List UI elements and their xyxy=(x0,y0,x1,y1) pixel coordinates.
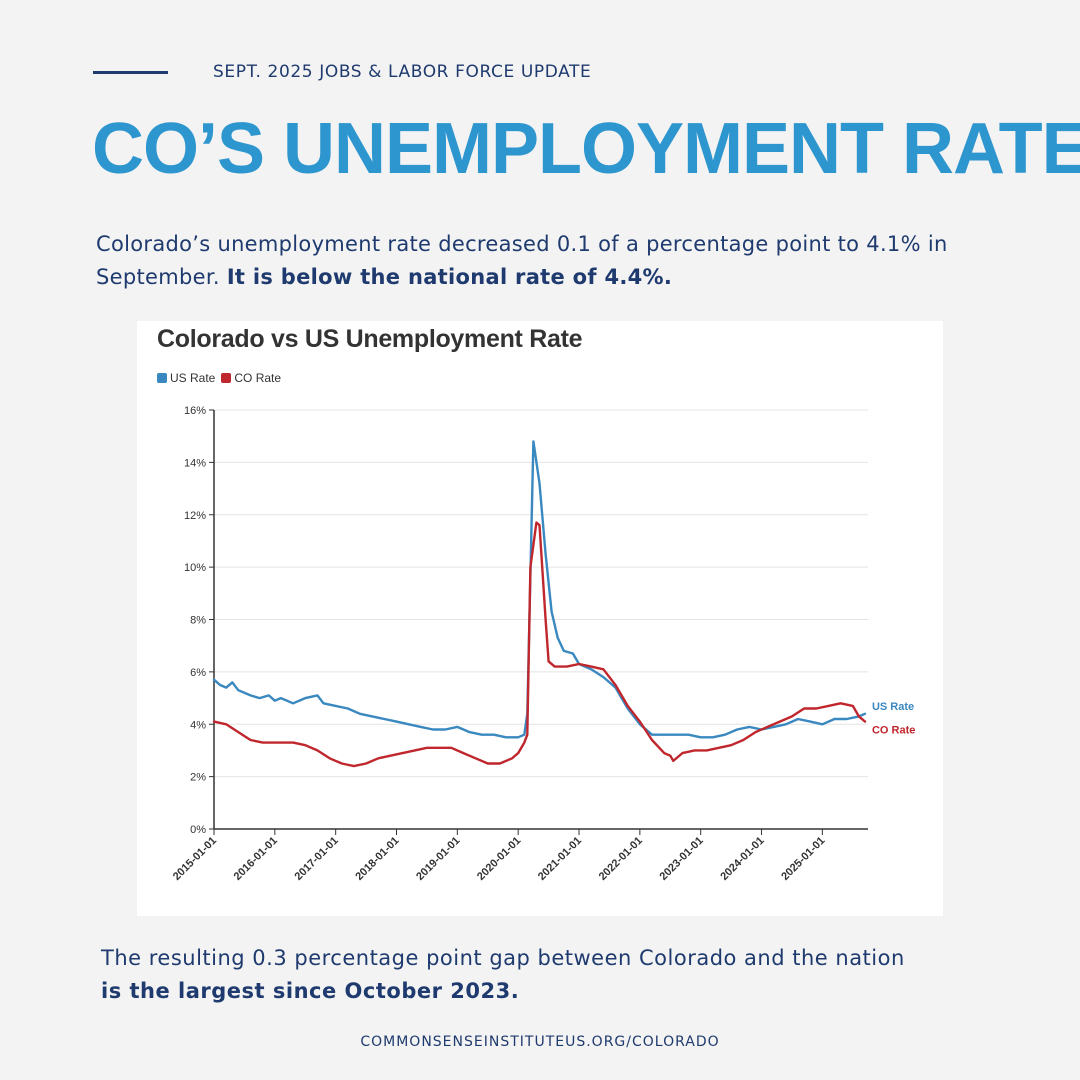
x-tick-label: 2021-01-01 xyxy=(536,835,584,883)
x-tick-label: 2016-01-01 xyxy=(232,835,280,883)
page-title: CO’S UNEMPLOYMENT RATE xyxy=(92,109,1080,189)
y-tick-label: 0% xyxy=(190,824,206,836)
x-tick-label: 2018-01-01 xyxy=(353,835,401,883)
intro-text: Colorado’s unemployment rate decreased 0… xyxy=(96,232,948,289)
legend-us: US Rate xyxy=(157,371,215,385)
x-tick-label: 2020-01-01 xyxy=(475,835,523,883)
y-tick-label: 4% xyxy=(190,719,206,731)
intro-bold-text: It is below the national rate of 4.4%. xyxy=(226,265,673,289)
legend-co-label: CO Rate xyxy=(234,371,282,385)
y-tick-label: 14% xyxy=(184,457,206,469)
y-tick-label: 10% xyxy=(184,562,206,574)
y-tick-label: 16% xyxy=(184,405,206,417)
outro-bold-text: is the largest since October 2023. xyxy=(101,979,520,1003)
legend-us-label: US Rate xyxy=(170,371,216,385)
legend-co-swatch xyxy=(221,373,232,383)
us-rate-end-label: US Rate xyxy=(872,701,914,713)
kicker: SEPT. 2025 JOBS & LABOR FORCE UPDATE xyxy=(213,62,592,82)
y-tick-label: 8% xyxy=(190,615,206,627)
co-rate-line xyxy=(212,521,867,768)
x-tick-label: 2015-01-01 xyxy=(171,835,219,883)
outro-paragraph: The resulting 0.3 percentage point gap b… xyxy=(101,942,1001,1008)
chart-title: Colorado vs US Unemployment Rate xyxy=(157,325,583,353)
x-tick-label: 2025-01-01 xyxy=(779,835,827,883)
x-tick-label: 2023-01-01 xyxy=(658,835,706,883)
header-rule xyxy=(93,71,168,74)
legend-us-swatch xyxy=(157,373,167,383)
chart-legend: US Rate CO Rate xyxy=(157,371,281,385)
y-tick-label: 2% xyxy=(190,772,206,784)
chart-card: Colorado vs US Unemployment Rate US Rate… xyxy=(137,321,943,916)
line-chart: 0% 2% 4% 6% 8% 10% 12% 14% 16% 2015-01-01 2016-01-… xyxy=(171,405,916,883)
legend-co: CO Rate xyxy=(221,371,281,385)
x-tick-label: 2022-01-01 xyxy=(597,835,645,883)
footer-url: COMMONSENSEINSTITUTEUS.ORG/COLORADO xyxy=(360,1034,720,1050)
us-rate-line xyxy=(212,440,867,739)
y-tick-label: 12% xyxy=(184,510,206,522)
co-rate-end-label: CO Rate xyxy=(872,725,915,737)
intro-paragraph: Colorado’s unemployment rate decreased 0… xyxy=(96,228,976,294)
x-tick-label: 2019-01-01 xyxy=(414,835,462,883)
x-tick-label: 2024-01-01 xyxy=(718,835,766,883)
y-tick-label: 6% xyxy=(190,667,206,679)
x-tick-label: 2017-01-01 xyxy=(293,835,341,883)
outro-text: The resulting 0.3 percentage point gap b… xyxy=(101,946,905,970)
